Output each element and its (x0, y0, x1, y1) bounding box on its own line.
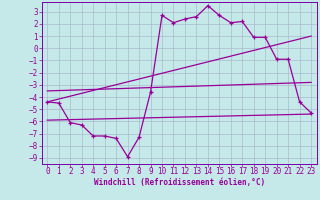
X-axis label: Windchill (Refroidissement éolien,°C): Windchill (Refroidissement éolien,°C) (94, 178, 265, 187)
